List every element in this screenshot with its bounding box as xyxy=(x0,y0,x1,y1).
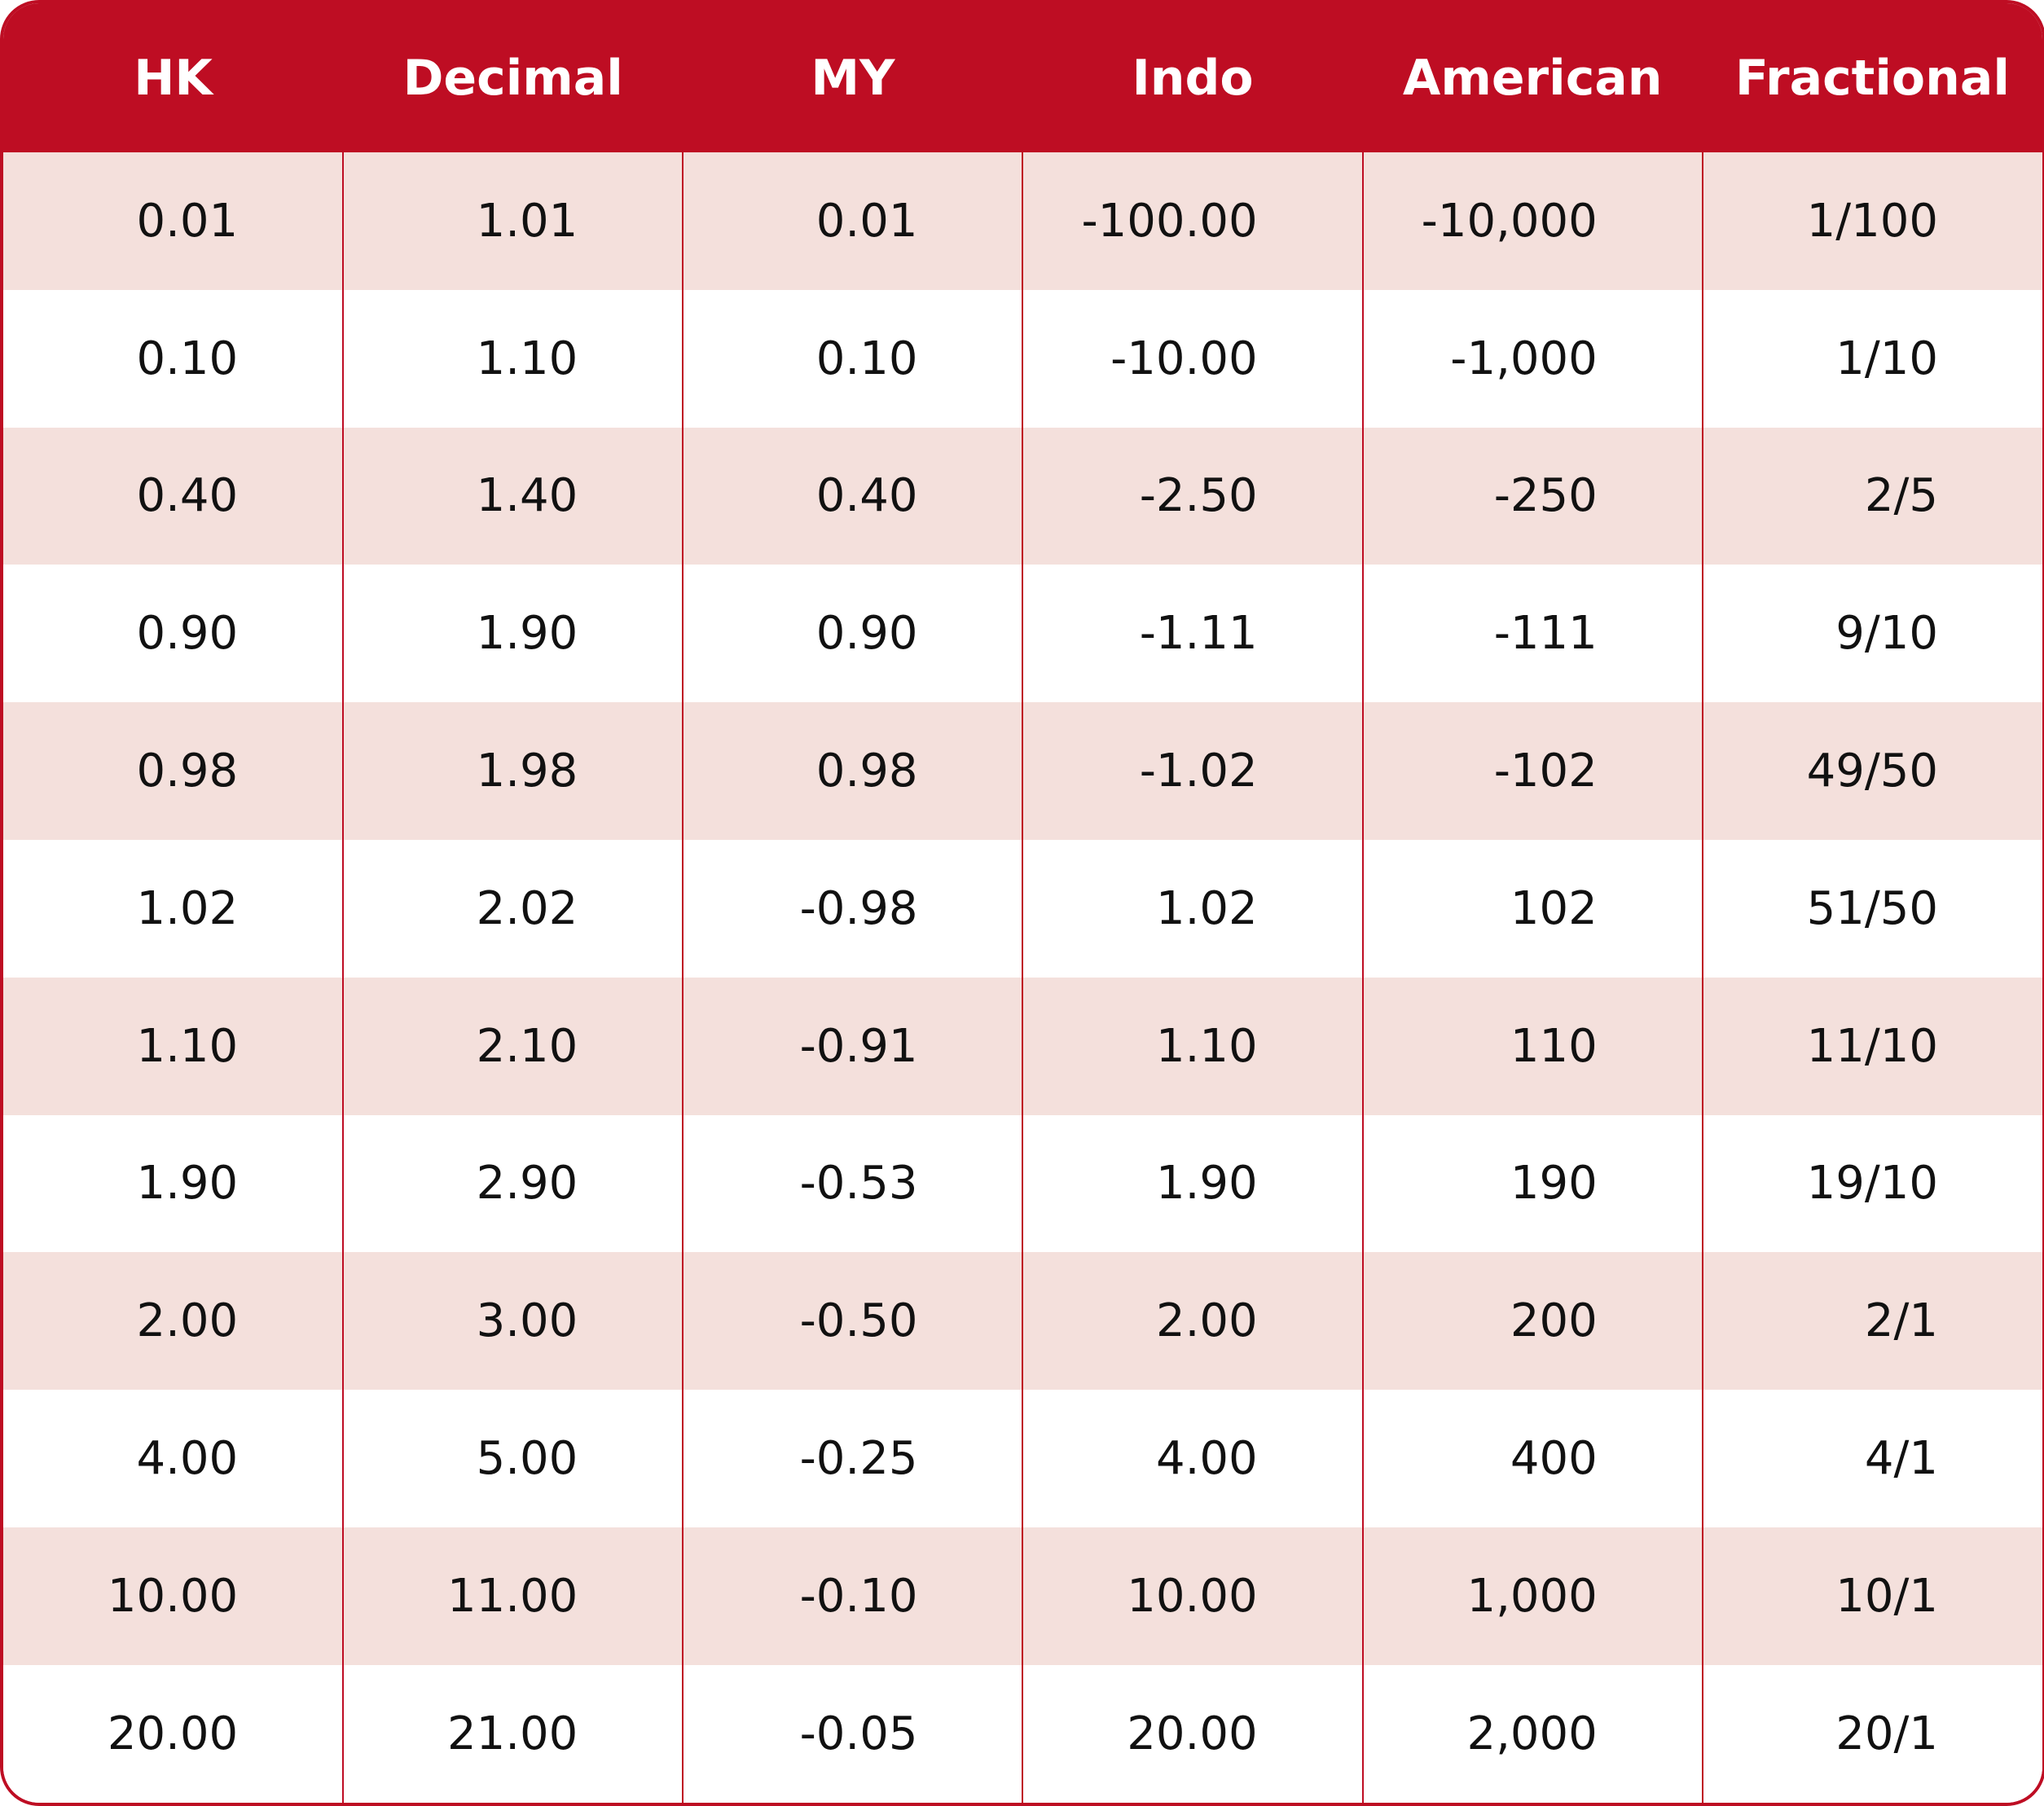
table-cell: -100.00 xyxy=(1022,152,1363,290)
table-cell: -0.53 xyxy=(682,1114,1023,1253)
table-cell: 1,000 xyxy=(1361,1527,1703,1665)
table-cell: 4.00 xyxy=(1022,1390,1363,1527)
table-row: 1.10 2.10 -0.91 1.10 110 11/10 xyxy=(3,977,2042,1115)
table-cell: 3.00 xyxy=(342,1252,684,1391)
table-cell: 0.40 xyxy=(3,427,344,565)
table-cell: 2/5 xyxy=(1701,427,2042,565)
table-cell: 1.90 xyxy=(3,1114,344,1253)
table-row: 1.02 2.02 -0.98 1.02 102 51/50 xyxy=(3,839,2042,978)
table-cell: 0.90 xyxy=(3,565,344,703)
table-row: 0.98 1.98 0.98 -1.02 -102 49/50 xyxy=(3,702,2042,840)
table-cell: 20.00 xyxy=(1022,1664,1363,1803)
table-cell: 0.10 xyxy=(3,289,344,428)
table-cell: 10.00 xyxy=(3,1527,344,1665)
table-cell: -0.50 xyxy=(682,1252,1023,1391)
table-cell: 2.00 xyxy=(1022,1252,1363,1391)
table-cell: -10,000 xyxy=(1361,152,1703,290)
table-cell: -0.91 xyxy=(682,977,1023,1115)
table-row: 10.00 11.00 -0.10 10.00 1,000 10/1 xyxy=(3,1527,2042,1665)
table-cell: 2.00 xyxy=(3,1252,344,1391)
table-cell: 11.00 xyxy=(342,1527,684,1665)
table-cell: 1.02 xyxy=(3,839,344,978)
table-cell: 400 xyxy=(1361,1390,1703,1527)
table-cell: 1.90 xyxy=(1022,1114,1363,1253)
table-cell: 0.90 xyxy=(682,565,1023,703)
table-cell: 102 xyxy=(1361,839,1703,978)
column-header: Indo xyxy=(1022,3,1363,152)
column-header: Decimal xyxy=(343,3,684,152)
table-row: 0.90 1.90 0.90 -1.11 -111 9/10 xyxy=(3,565,2042,703)
table-cell: 10.00 xyxy=(1022,1527,1363,1665)
table-cell: 1/10 xyxy=(1701,289,2042,428)
table-cell: 20.00 xyxy=(3,1664,344,1803)
table-header: HK Decimal MY Indo American Fractional xyxy=(3,3,2042,152)
table-cell: 0.98 xyxy=(3,702,344,840)
table-row: 20.00 21.00 -0.05 20.00 2,000 20/1 xyxy=(3,1664,2042,1803)
table-row: 0.10 1.10 0.10 -10.00 -1,000 1/10 xyxy=(3,289,2042,428)
table-cell: -0.10 xyxy=(682,1527,1023,1665)
table-cell: 1.98 xyxy=(342,702,684,840)
table-cell: -111 xyxy=(1361,565,1703,703)
column-header: MY xyxy=(683,3,1023,152)
table-cell: 0.98 xyxy=(682,702,1023,840)
table-cell: 2.02 xyxy=(342,839,684,978)
table-cell: -1.11 xyxy=(1022,565,1363,703)
table-cell: 1.10 xyxy=(342,289,684,428)
table-cell: 0.01 xyxy=(3,152,344,290)
table-cell: 2.10 xyxy=(342,977,684,1115)
table-cell: 2,000 xyxy=(1361,1664,1703,1803)
table-cell: 2.90 xyxy=(342,1114,684,1253)
table-cell: 51/50 xyxy=(1701,839,2042,978)
table-cell: 0.10 xyxy=(682,289,1023,428)
table-cell: -2.50 xyxy=(1022,427,1363,565)
table-cell: 0.40 xyxy=(682,427,1023,565)
table-cell: -0.25 xyxy=(682,1390,1023,1527)
table-cell: 9/10 xyxy=(1701,565,2042,703)
header-row: HK Decimal MY Indo American Fractional xyxy=(3,3,2042,152)
table-cell: 21.00 xyxy=(342,1664,684,1803)
table-cell: -0.05 xyxy=(682,1664,1023,1803)
table-cell: 1.10 xyxy=(1022,977,1363,1115)
table-body: 0.01 1.01 0.01 -100.00 -10,000 1/100 0.10 1.10 0… xyxy=(3,152,2042,1803)
table-cell: 1.10 xyxy=(3,977,344,1115)
table-cell: -1.02 xyxy=(1022,702,1363,840)
table-cell: 19/10 xyxy=(1701,1114,2042,1253)
table-cell: -1,000 xyxy=(1361,289,1703,428)
table-row: 4.00 5.00 -0.25 4.00 400 4/1 xyxy=(3,1390,2042,1527)
table-cell: 5.00 xyxy=(342,1390,684,1527)
table-cell: 49/50 xyxy=(1701,702,2042,840)
table-cell: 110 xyxy=(1361,977,1703,1115)
table-cell: 1.01 xyxy=(342,152,684,290)
table-cell: 4.00 xyxy=(3,1390,344,1527)
table-cell: 0.01 xyxy=(682,152,1023,290)
table-cell: 1.40 xyxy=(342,427,684,565)
column-header: HK xyxy=(3,3,344,152)
table-cell: 2/1 xyxy=(1701,1252,2042,1391)
column-header: American xyxy=(1362,3,1703,152)
table-cell: 1.02 xyxy=(1022,839,1363,978)
odds-table: HK Decimal MY Indo American Fractional 0.01 1.… xyxy=(3,3,2042,1803)
table-row: 2.00 3.00 -0.50 2.00 200 2/1 xyxy=(3,1252,2042,1391)
table-cell: -102 xyxy=(1361,702,1703,840)
table-row: 1.90 2.90 -0.53 1.90 190 19/10 xyxy=(3,1114,2042,1253)
table-cell: 190 xyxy=(1361,1114,1703,1253)
table-cell: 200 xyxy=(1361,1252,1703,1391)
table-cell: 10/1 xyxy=(1701,1527,2042,1665)
table-cell: -250 xyxy=(1361,427,1703,565)
table-cell: 20/1 xyxy=(1701,1664,2042,1803)
table-row: 0.40 1.40 0.40 -2.50 -250 2/5 xyxy=(3,427,2042,565)
table-cell: 11/10 xyxy=(1701,977,2042,1115)
table-cell: 1.90 xyxy=(342,565,684,703)
column-header: Fractional xyxy=(1702,3,2042,152)
table-cell: -10.00 xyxy=(1022,289,1363,428)
table-cell: -0.98 xyxy=(682,839,1023,978)
table-cell: 1/100 xyxy=(1701,152,2042,290)
table-row: 0.01 1.01 0.01 -100.00 -10,000 1/100 xyxy=(3,152,2042,290)
table-cell: 4/1 xyxy=(1701,1390,2042,1527)
